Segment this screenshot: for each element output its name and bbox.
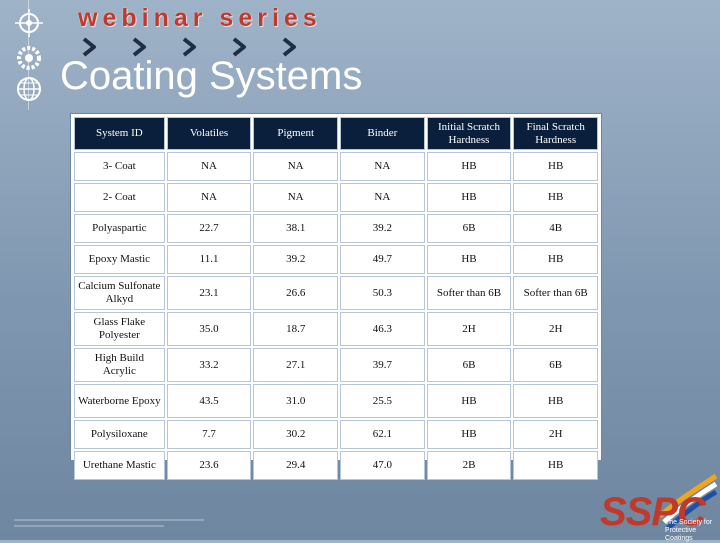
table-row: Epoxy Mastic 11.1 39.2 49.7 HB HB [74, 245, 598, 274]
table-cell: 6B [426, 348, 512, 382]
table-cell: 29.4 [253, 451, 339, 480]
table-cell: HB [426, 152, 512, 181]
table-cell: 25.5 [340, 384, 425, 418]
table-cell: Calcium Sulfonate Alkyd [74, 276, 165, 310]
table-cell: 33.2 [166, 348, 252, 382]
column-header: Pigment [253, 117, 339, 150]
coating-systems-table: System ID Volatiles Pigment Binder Initi… [72, 115, 600, 482]
table-row: High Build Acrylic 33.2 27.1 39.7 6B 6B [74, 348, 598, 382]
table-cell: 6B [513, 348, 598, 382]
table-cell: 23.1 [166, 276, 252, 310]
table-cell: HB [513, 183, 598, 212]
table-row: Waterborne Epoxy 43.5 31.0 25.5 HB HB [74, 384, 598, 418]
column-header: System ID [74, 117, 165, 150]
table-cell: 4B [513, 214, 598, 243]
table-cell: Glass Flake Polyester [74, 312, 165, 346]
table-cell: 26.6 [253, 276, 339, 310]
webinar-banner: webinar series [78, 4, 322, 32]
table-row: 2- Coat NA NA NA HB HB [74, 183, 598, 212]
table-cell: NA [253, 183, 339, 212]
table-cell: 3- Coat [74, 152, 165, 181]
table-row: Polyaspartic 22.7 38.1 39.2 6B 4B [74, 214, 598, 243]
table-cell: High Build Acrylic [74, 348, 165, 382]
table-cell: 18.7 [253, 312, 339, 346]
table-cell: 49.7 [340, 245, 425, 274]
table-cell: Urethane Mastic [74, 451, 165, 480]
column-header: Initial Scratch Hardness [426, 117, 512, 150]
table-cell: 39.2 [340, 214, 425, 243]
table-cell: 47.0 [340, 451, 425, 480]
table-cell: HB [426, 183, 512, 212]
table-cell: Polysiloxane [74, 420, 165, 449]
table-cell: 39.2 [253, 245, 339, 274]
table-cell: NA [340, 152, 425, 181]
table-cell: NA [166, 183, 252, 212]
table-cell: 23.6 [166, 451, 252, 480]
table-cell: HB [426, 384, 512, 418]
table-cell: 2- Coat [74, 183, 165, 212]
table-cell: HB [426, 420, 512, 449]
table-cell: 39.7 [340, 348, 425, 382]
table-cell: 2B [426, 451, 512, 480]
header-row: System ID Volatiles Pigment Binder Initi… [74, 117, 598, 150]
table-cell: NA [253, 152, 339, 181]
table-cell: HB [513, 451, 598, 480]
column-header: Final Scratch Hardness [513, 117, 598, 150]
sspc-tagline: The Society for Protective Coatings [665, 519, 713, 542]
coating-table-container: System ID Volatiles Pigment Binder Initi… [70, 113, 602, 480]
footer-watermark [14, 519, 204, 527]
table-row: Calcium Sulfonate Alkyd 23.1 26.6 50.3 S… [74, 276, 598, 310]
chevron-row [82, 37, 296, 57]
table-cell: HB [513, 245, 598, 274]
table-cell: HB [513, 152, 598, 181]
table-cell: 43.5 [166, 384, 252, 418]
crosshair-icon [15, 9, 43, 37]
table-cell: Polyaspartic [74, 214, 165, 243]
table-cell: Epoxy Mastic [74, 245, 165, 274]
table-cell: HB [513, 384, 598, 418]
table-cell: 62.1 [340, 420, 425, 449]
table-cell: 30.2 [253, 420, 339, 449]
table-row: Glass Flake Polyester 35.0 18.7 46.3 2H … [74, 312, 598, 346]
sspc-logo-graphic [658, 473, 718, 530]
left-rail [0, 0, 60, 540]
table-cell: Softer than 6B [426, 276, 512, 310]
table-cell: 2H [513, 312, 598, 346]
table-cell: 50.3 [340, 276, 425, 310]
chevron-right-icon [82, 37, 296, 57]
table-cell: Waterborne Epoxy [74, 384, 165, 418]
page-title: Coating Systems [60, 54, 363, 98]
table-cell: 11.1 [166, 245, 252, 274]
table-cell: 46.3 [340, 312, 425, 346]
table-cell: Softer than 6B [513, 276, 598, 310]
table-row: Urethane Mastic 23.6 29.4 47.0 2B HB [74, 451, 598, 480]
column-header: Binder [340, 117, 425, 150]
table-cell: 22.7 [166, 214, 252, 243]
table-cell: 27.1 [253, 348, 339, 382]
table-cell: 6B [426, 214, 512, 243]
table-cell: NA [166, 152, 252, 181]
gear-icon [17, 46, 41, 70]
table-cell: 38.1 [253, 214, 339, 243]
table-cell: 2H [513, 420, 598, 449]
table-cell: HB [426, 245, 512, 274]
table-cell: NA [340, 183, 425, 212]
globe-icon [17, 77, 41, 101]
table-cell: 7.7 [166, 420, 252, 449]
table-row: Polysiloxane 7.7 30.2 62.1 HB 2H [74, 420, 598, 449]
sspc-logo: SSPC [600, 490, 706, 534]
table-row: 3- Coat NA NA NA HB HB [74, 152, 598, 181]
table-cell: 2H [426, 312, 512, 346]
table-cell: 31.0 [253, 384, 339, 418]
table-cell: 35.0 [166, 312, 252, 346]
column-header: Volatiles [166, 117, 252, 150]
